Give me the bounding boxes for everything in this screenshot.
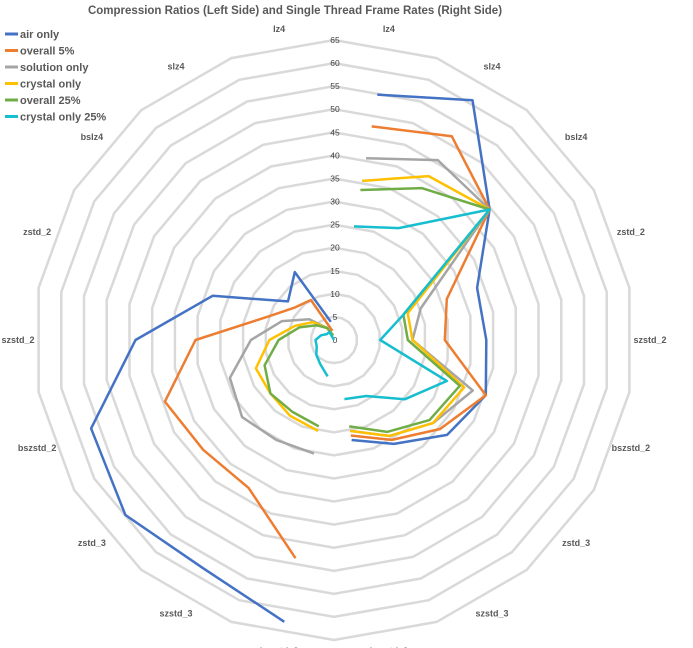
grid-ring bbox=[196, 200, 472, 480]
tick-label: 15 bbox=[330, 266, 340, 276]
grid-ring bbox=[82, 84, 586, 596]
category-label: zstd_2 bbox=[617, 227, 645, 237]
series-line-right bbox=[349, 174, 491, 438]
grid-ring bbox=[150, 154, 518, 526]
series-line-right bbox=[344, 208, 491, 401]
grid-ring bbox=[105, 107, 563, 573]
series-line-left bbox=[89, 270, 332, 623]
series-line-right bbox=[350, 125, 491, 442]
grid-ring bbox=[219, 223, 449, 457]
series-line-right bbox=[351, 93, 491, 446]
category-label: szstd_3 bbox=[159, 609, 192, 619]
grid-ring bbox=[173, 177, 495, 503]
grid-ring bbox=[287, 292, 381, 388]
grid-ring bbox=[264, 269, 404, 411]
tick-label: 45 bbox=[330, 127, 340, 137]
tick-label: 20 bbox=[330, 243, 340, 253]
legend[interactable]: air only overall 5% solution only crystal o… bbox=[5, 29, 106, 124]
category-label: bszstd_3 bbox=[260, 646, 299, 648]
category-label: bszstd_2 bbox=[18, 443, 57, 453]
tick-label: 50 bbox=[330, 104, 340, 114]
series-line-left bbox=[163, 298, 334, 559]
category-label: bslz4 bbox=[81, 132, 104, 142]
grid-ring bbox=[37, 38, 631, 642]
legend-entry[interactable]: air only bbox=[20, 29, 60, 41]
category-label: bslz4 bbox=[565, 132, 588, 142]
legend-entry[interactable]: overall 5% bbox=[20, 46, 75, 58]
data-series bbox=[89, 93, 491, 623]
category-label: zstd_3 bbox=[562, 538, 590, 548]
category-label: szstd_3 bbox=[475, 609, 508, 619]
category-label: lz4 bbox=[273, 24, 285, 34]
category-label: szstd_2 bbox=[1, 335, 34, 345]
series-line-left bbox=[314, 330, 336, 378]
category-label: bszstd_3 bbox=[370, 646, 409, 648]
legend-entry[interactable]: solution only bbox=[20, 62, 89, 74]
chart-title: Compression Ratios (Left Side) and Singl… bbox=[88, 5, 502, 17]
radar-grid bbox=[37, 38, 631, 642]
category-labels: lz4slz4bslz4zstd_2szstd_2bszstd_2zstd_3s… bbox=[1, 24, 666, 648]
category-label: bszstd_2 bbox=[612, 443, 651, 453]
tick-label: 35 bbox=[330, 173, 340, 183]
tick-label: 60 bbox=[330, 58, 340, 68]
tick-label: 0 bbox=[333, 335, 338, 345]
tick-label: 10 bbox=[330, 289, 340, 299]
tick-label: 5 bbox=[333, 312, 338, 322]
category-label: slz4 bbox=[167, 61, 184, 71]
category-label: zstd_3 bbox=[78, 538, 106, 548]
radial-tick-labels: 0 5 10 15 20 25 30 35 40 45 50 55 60 65 bbox=[330, 35, 340, 345]
legend-entry[interactable]: overall 25% bbox=[20, 95, 81, 107]
tick-label: 30 bbox=[330, 197, 340, 207]
tick-label: 25 bbox=[330, 220, 340, 230]
tick-label: 40 bbox=[330, 150, 340, 160]
grid-ring bbox=[241, 246, 427, 434]
series-line-left bbox=[263, 323, 335, 428]
series-line-right bbox=[349, 186, 491, 434]
grid-ring bbox=[310, 315, 358, 365]
grid-ring bbox=[128, 131, 540, 549]
category-label: lz4 bbox=[383, 24, 395, 34]
legend-entry[interactable]: crystal only 25% bbox=[20, 112, 106, 124]
legend-entry[interactable]: crystal only bbox=[20, 79, 82, 91]
tick-label: 55 bbox=[330, 81, 340, 91]
category-label: slz4 bbox=[483, 61, 500, 71]
category-label: szstd_2 bbox=[633, 335, 666, 345]
grid-ring bbox=[60, 61, 608, 619]
tick-label: 65 bbox=[330, 35, 340, 45]
category-label: zstd_2 bbox=[23, 227, 51, 237]
